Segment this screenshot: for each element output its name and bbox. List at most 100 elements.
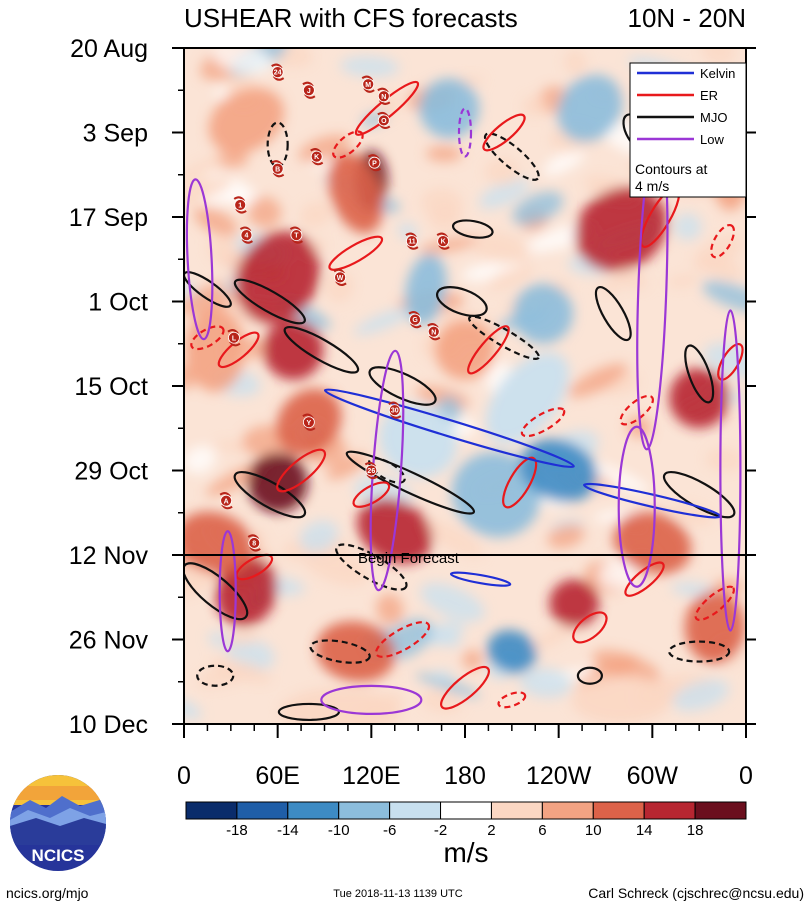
storm-markers: 24 J M N O B K P 1 4 T W L Y 26 11 K N G 30 A 8 bbox=[219, 63, 450, 552]
field-patch bbox=[702, 280, 746, 312]
er-contour bbox=[276, 448, 327, 493]
y-tick-label: 26 Nov bbox=[69, 627, 149, 655]
x-tick-label: 120W bbox=[526, 762, 592, 790]
er-contour bbox=[520, 407, 566, 438]
storm-label: O bbox=[381, 118, 387, 125]
colorbar-tick-label: 6 bbox=[538, 822, 546, 839]
colorbar-segment bbox=[643, 801, 696, 820]
footer-timestamp: Tue 2018-11-13 1139 UTC bbox=[333, 888, 462, 900]
field-patch bbox=[672, 679, 730, 712]
storm-marker: 8 bbox=[247, 534, 261, 552]
legend-label-low: Low bbox=[700, 132, 724, 147]
er-contour bbox=[328, 235, 384, 271]
field-patch bbox=[684, 591, 745, 664]
ncics-logo: NCICS bbox=[10, 775, 106, 871]
footer-author: Carl Schreck (cjschrec@ncsu.edu) bbox=[588, 885, 804, 901]
colorbar-tick-label: 18 bbox=[687, 822, 704, 839]
mjo-contour bbox=[576, 666, 603, 685]
field-patch bbox=[519, 667, 572, 698]
low-contour bbox=[320, 684, 423, 715]
y-tick-label: 12 Nov bbox=[69, 542, 149, 570]
colorbar-tick-label: -14 bbox=[277, 822, 299, 839]
field-patch bbox=[512, 191, 564, 225]
field-patch bbox=[415, 673, 481, 698]
colorbar-tick-label: 2 bbox=[487, 822, 495, 839]
field-patch bbox=[184, 445, 216, 474]
field-patch bbox=[598, 558, 639, 589]
field-patch bbox=[519, 439, 598, 502]
field-patch bbox=[673, 213, 702, 241]
field-patch bbox=[315, 621, 396, 682]
field-patch bbox=[574, 186, 668, 272]
colorbar-segment bbox=[287, 801, 340, 820]
field-patch bbox=[211, 657, 272, 684]
field-patch bbox=[521, 95, 548, 118]
storm-label: P bbox=[372, 160, 377, 167]
y-axis: 20 Aug 3 Sep 17 Sep 1 Oct 15 Oct 29 Oct 12 Nov… bbox=[69, 35, 756, 739]
colorbar-tick-label: 10 bbox=[585, 822, 602, 839]
mjo-contour bbox=[335, 543, 408, 591]
field-patch bbox=[584, 461, 649, 494]
field-patch bbox=[419, 78, 480, 139]
low-contour bbox=[719, 309, 742, 632]
storm-marker: K bbox=[310, 148, 324, 166]
field-patch bbox=[263, 319, 324, 380]
storm-marker: J bbox=[302, 81, 316, 99]
storm-label: 26 bbox=[367, 468, 375, 475]
field-patch bbox=[376, 593, 404, 625]
field-patch bbox=[700, 48, 736, 66]
legend-label-kelvin: Kelvin bbox=[700, 66, 735, 81]
field-patch bbox=[486, 265, 534, 290]
er-contour bbox=[619, 394, 654, 426]
logo-text: NCICS bbox=[32, 846, 85, 865]
chart-title: USHEAR with CFS forecasts bbox=[184, 3, 518, 33]
kelvin-contour bbox=[323, 388, 575, 469]
field-patch bbox=[326, 453, 368, 480]
field-patch bbox=[513, 283, 574, 344]
colorbar-segment bbox=[236, 801, 289, 820]
storm-label: W bbox=[337, 275, 344, 282]
storm-marker: G bbox=[408, 311, 422, 329]
y-tick-label: 15 Oct bbox=[74, 373, 148, 401]
forecast-label: Begin Forecast bbox=[358, 550, 460, 567]
field-patch bbox=[420, 582, 485, 622]
field-patch bbox=[328, 152, 384, 234]
field-patch bbox=[213, 48, 273, 74]
field-patch bbox=[419, 518, 484, 558]
mjo-contour bbox=[684, 344, 715, 404]
field-patch bbox=[247, 196, 282, 228]
er-contour bbox=[332, 130, 364, 159]
field-patch bbox=[420, 187, 463, 220]
field-patch bbox=[405, 253, 447, 326]
storm-label: L bbox=[232, 335, 237, 342]
mjo-contour bbox=[668, 640, 731, 663]
colorbar-segment bbox=[185, 801, 238, 820]
legend-label-mjo: MJO bbox=[700, 110, 727, 125]
colorbar-segment bbox=[440, 801, 492, 820]
colorbar-segment bbox=[338, 801, 391, 820]
mjo-contour bbox=[483, 132, 540, 181]
forecast-marker: Begin Forecast bbox=[184, 550, 746, 567]
storm-marker: 30 bbox=[388, 401, 402, 419]
storm-marker: N bbox=[427, 323, 441, 341]
storm-marker: 26 bbox=[364, 461, 378, 480]
er-contour bbox=[190, 325, 225, 351]
storm-marker: M bbox=[361, 75, 375, 93]
storm-marker: 4 bbox=[239, 226, 253, 244]
field-patch bbox=[462, 649, 483, 670]
field-patch bbox=[430, 670, 455, 681]
er-contour bbox=[374, 621, 431, 658]
mjo-contour bbox=[196, 664, 235, 687]
storm-label: B bbox=[275, 166, 280, 173]
field-patch bbox=[671, 582, 716, 597]
mjo-contour bbox=[594, 286, 632, 342]
legend-label-er: ER bbox=[700, 88, 718, 103]
storm-label: K bbox=[441, 239, 446, 246]
legend-note: Contours at bbox=[635, 161, 707, 177]
y-tick-label: 10 Dec bbox=[69, 711, 148, 739]
field-patch bbox=[549, 579, 600, 628]
storm-label: N bbox=[431, 329, 436, 336]
colorbar-label: m/s bbox=[443, 837, 488, 868]
field-patch bbox=[557, 74, 623, 143]
field-patch bbox=[563, 49, 587, 76]
